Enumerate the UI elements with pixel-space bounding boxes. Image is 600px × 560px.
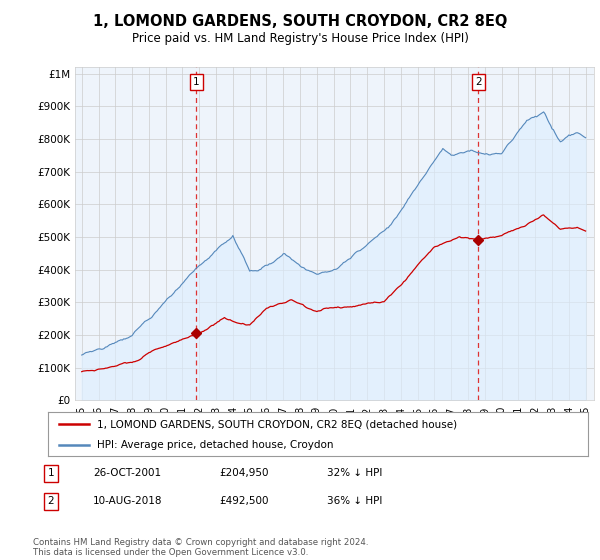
Text: 36% ↓ HPI: 36% ↓ HPI: [327, 496, 382, 506]
Text: 2: 2: [47, 496, 55, 506]
Text: 1: 1: [47, 468, 55, 478]
Text: £492,500: £492,500: [219, 496, 269, 506]
Text: 10-AUG-2018: 10-AUG-2018: [93, 496, 163, 506]
Text: 2: 2: [475, 77, 482, 87]
Text: £204,950: £204,950: [219, 468, 269, 478]
Text: 26-OCT-2001: 26-OCT-2001: [93, 468, 161, 478]
Text: HPI: Average price, detached house, Croydon: HPI: Average price, detached house, Croy…: [97, 440, 333, 450]
Text: 1: 1: [193, 77, 200, 87]
Text: Price paid vs. HM Land Registry's House Price Index (HPI): Price paid vs. HM Land Registry's House …: [131, 32, 469, 45]
Text: 1, LOMOND GARDENS, SOUTH CROYDON, CR2 8EQ (detached house): 1, LOMOND GARDENS, SOUTH CROYDON, CR2 8E…: [97, 419, 457, 429]
Text: 1, LOMOND GARDENS, SOUTH CROYDON, CR2 8EQ: 1, LOMOND GARDENS, SOUTH CROYDON, CR2 8E…: [93, 14, 507, 29]
Text: Contains HM Land Registry data © Crown copyright and database right 2024.
This d: Contains HM Land Registry data © Crown c…: [33, 538, 368, 557]
Text: 32% ↓ HPI: 32% ↓ HPI: [327, 468, 382, 478]
